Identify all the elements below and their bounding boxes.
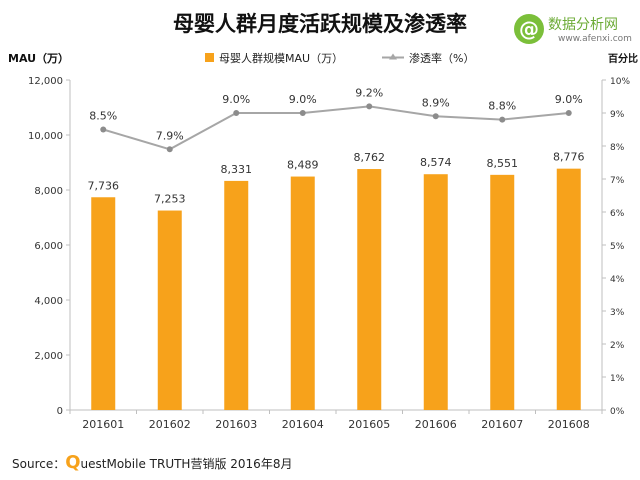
x-tick-label: 201604 xyxy=(282,418,324,431)
source-prefix: Source： xyxy=(12,457,66,471)
line-point xyxy=(366,103,373,110)
line-value-label: 9.0% xyxy=(555,93,583,106)
bar-value-label: 8,331 xyxy=(221,163,253,176)
bar xyxy=(423,174,448,410)
bar-value-label: 7,736 xyxy=(88,179,120,192)
right-tick-label: 2% xyxy=(610,341,625,351)
right-tick-label: 9% xyxy=(610,110,625,120)
line-value-label: 8.9% xyxy=(422,96,450,109)
penetration-line xyxy=(102,105,569,151)
bar-value-label: 8,489 xyxy=(287,159,319,172)
bar-value-label: 7,253 xyxy=(154,193,186,206)
line-value-label: 7.9% xyxy=(156,129,184,142)
line-point xyxy=(100,126,107,133)
bar-value-label: 8,776 xyxy=(553,151,585,164)
line-value-label: 9.2% xyxy=(355,86,383,99)
bar xyxy=(556,168,581,410)
logo-brand-text: 数据分析网 xyxy=(548,17,618,33)
left-axis-title: MAU（万） xyxy=(8,52,69,65)
line-point xyxy=(432,113,439,120)
bar-value-label: 8,574 xyxy=(420,156,452,169)
x-tick-label: 201601 xyxy=(82,418,124,431)
left-tick-label: 8,000 xyxy=(34,186,63,197)
right-tick-label: 8% xyxy=(610,143,625,153)
bar xyxy=(490,174,515,410)
left-tick-label: 0 xyxy=(57,406,63,417)
legend-bar-label: 母婴人群规模MAU（万） xyxy=(219,51,343,65)
source-q-letter: Q xyxy=(65,452,81,473)
right-tick-label: 1% xyxy=(610,374,625,384)
line-value-label: 8.8% xyxy=(488,100,516,113)
chart-title: 母婴人群月度活跃规模及渗透率 xyxy=(173,12,467,36)
line-point xyxy=(565,110,572,116)
right-tick-label: 4% xyxy=(610,275,625,285)
right-axis-title: 百分比 xyxy=(608,52,638,65)
brand-logo: @ 数据分析网 www.afenxi.com xyxy=(514,10,632,54)
x-tick-label: 201605 xyxy=(348,418,390,431)
left-tick-label: 10,000 xyxy=(28,131,63,142)
right-tick-label: 0% xyxy=(610,407,625,417)
x-tick-label: 201607 xyxy=(481,418,523,431)
line-value-label: 9.0% xyxy=(222,93,250,106)
x-tick-label: 201602 xyxy=(149,418,191,431)
right-tick-label: 5% xyxy=(610,242,625,252)
logo-site-text: www.afenxi.com xyxy=(558,34,632,44)
bar xyxy=(91,197,116,410)
bar-value-label: 8,762 xyxy=(354,151,386,164)
right-tick-label: 3% xyxy=(610,308,625,318)
bar xyxy=(224,180,249,410)
source-note: Source：QuestMobile TRUTH营销版 2016年8月 xyxy=(12,452,292,473)
right-tick-label: 7% xyxy=(610,176,625,186)
left-tick-label: 4,000 xyxy=(34,296,63,307)
x-tick-label: 201603 xyxy=(215,418,257,431)
line-point xyxy=(166,146,173,153)
legend-line-marker xyxy=(389,53,397,60)
left-tick-label: 12,000 xyxy=(28,76,63,87)
bar xyxy=(357,169,382,410)
line-value-label: 9.0% xyxy=(289,93,317,106)
legend-bar-swatch xyxy=(205,53,214,62)
x-tick-label: 201606 xyxy=(415,418,457,431)
bar xyxy=(290,176,315,410)
left-tick-label: 6,000 xyxy=(34,241,63,252)
line-point xyxy=(299,110,306,116)
source-text: uestMobile TRUTH营销版 2016年8月 xyxy=(80,457,293,471)
line-point xyxy=(499,116,506,123)
at-icon: @ xyxy=(514,14,544,44)
bar-value-label: 8,551 xyxy=(487,157,519,170)
left-tick-label: 2,000 xyxy=(34,351,63,362)
bar xyxy=(157,210,182,410)
legend-line-label: 渗透率（%） xyxy=(409,51,474,65)
right-tick-label: 10% xyxy=(610,77,630,87)
right-tick-label: 6% xyxy=(610,209,625,219)
x-tick-label: 201608 xyxy=(548,418,590,431)
line-value-label: 8.5% xyxy=(89,110,117,123)
line-point xyxy=(233,110,240,116)
